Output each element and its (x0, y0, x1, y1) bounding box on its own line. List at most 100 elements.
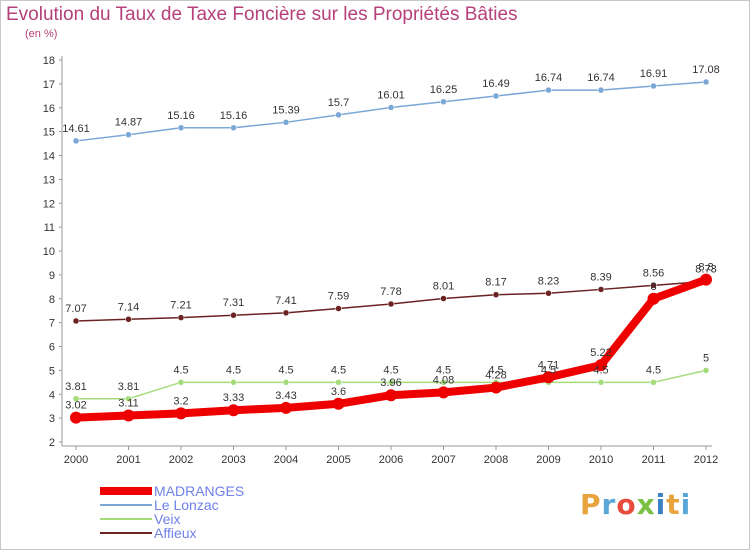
y-tick-label: 15 (43, 127, 55, 139)
data-point (595, 359, 607, 372)
data-label: 15.16 (167, 110, 195, 122)
data-point (650, 82, 657, 90)
data-label: 4.5 (541, 364, 556, 376)
y-tick-label: 5 (49, 365, 55, 377)
proxiti-logo: Proxiti (580, 488, 692, 521)
data-label: 3.11 (118, 397, 139, 409)
legend-swatch (100, 487, 152, 495)
data-point (542, 371, 555, 384)
y-tick-label: 10 (43, 246, 55, 258)
data-label: 3.43 (275, 390, 296, 402)
data-label: 4.5 (278, 364, 293, 376)
data-point (647, 292, 660, 305)
data-label: 14.61 (62, 123, 90, 135)
data-point (175, 407, 187, 420)
data-point (177, 379, 185, 386)
x-tick-label: 2003 (221, 454, 245, 466)
y-tick-label: 16 (43, 103, 55, 115)
x-tick-label: 2001 (116, 454, 140, 466)
data-point (282, 119, 290, 126)
data-label: 4.5 (488, 364, 503, 376)
data-label: 16.25 (430, 84, 458, 96)
data-label: 17.08 (692, 64, 720, 76)
data-label: 7.31 (223, 297, 244, 309)
data-point (177, 124, 185, 132)
y-tick-label: 2 (49, 437, 55, 449)
data-label: 8.56 (643, 267, 664, 279)
data-label: 7.07 (65, 303, 86, 315)
x-tick-label: 2011 (642, 454, 666, 466)
data-point (230, 124, 237, 132)
data-point (335, 111, 342, 119)
data-label: 8 (650, 281, 656, 293)
data-label: 16.74 (535, 72, 563, 84)
data-point (597, 286, 605, 293)
legend-swatch (100, 518, 152, 520)
data-point (597, 379, 605, 386)
data-label: 3.6 (331, 386, 346, 398)
data-label: 8.23 (538, 275, 559, 287)
x-tick-label: 2010 (589, 454, 613, 466)
data-label: 3.96 (380, 377, 401, 389)
x-tick-label: 2009 (536, 454, 560, 466)
data-point (72, 395, 80, 403)
data-point (230, 379, 237, 386)
data-point (492, 92, 500, 100)
y-tick-label: 9 (49, 270, 55, 282)
data-point (72, 317, 80, 325)
chart-unit-label: (en %) (25, 28, 58, 40)
data-label: 8.73 (695, 263, 716, 275)
data-label: 8.8 (698, 262, 713, 274)
data-label: 15.39 (272, 104, 300, 116)
data-point (387, 379, 395, 386)
data-point (650, 379, 657, 386)
y-tick-label: 4 (49, 389, 55, 401)
data-point (282, 379, 290, 386)
data-point (597, 86, 605, 94)
y-tick-label: 14 (43, 151, 55, 163)
x-tick-label: 2000 (64, 454, 88, 466)
data-label: 3.33 (223, 392, 244, 404)
data-label: 3.2 (173, 395, 188, 407)
line-chart: 2 3 4 5 6 7 8 9 10 11 12 13 14 15 16 17 18 2000 2001 2002 20… (43, 55, 720, 466)
legend-swatch (100, 532, 152, 534)
y-tick-label: 8 (49, 294, 55, 306)
data-point (545, 86, 552, 94)
data-label: 4.5 (331, 364, 346, 376)
y-tick-label: 7 (49, 318, 55, 330)
y-tick-label: 18 (43, 55, 55, 67)
x-tick-label: 2002 (169, 454, 193, 466)
data-label: 5.22 (590, 347, 611, 359)
data-point (280, 401, 292, 414)
data-label: 7.59 (328, 291, 349, 303)
data-point (332, 397, 345, 410)
data-point (702, 367, 710, 374)
x-tick-label: 2005 (326, 454, 350, 466)
data-point (387, 104, 395, 111)
data-point (125, 316, 132, 323)
data-label: 7.78 (380, 286, 401, 298)
data-label: 8.17 (485, 277, 506, 289)
data-label: 5 (703, 352, 709, 364)
data-label: 16.49 (482, 78, 510, 90)
data-label: 4.5 (436, 364, 451, 376)
data-label: 14.87 (115, 117, 143, 129)
data-point (440, 379, 447, 386)
x-tick-label: 2004 (274, 454, 298, 466)
data-point (702, 78, 710, 86)
data-point (545, 290, 552, 297)
data-label: 8.01 (433, 281, 454, 293)
data-label: 16.91 (640, 68, 668, 80)
legend-label: Le Lonzac (154, 497, 219, 513)
data-point (437, 386, 450, 399)
data-point (700, 273, 712, 286)
data-label: 15.7 (328, 97, 349, 109)
data-point (177, 314, 185, 321)
data-point (440, 295, 447, 302)
y-tick-label: 13 (43, 174, 55, 186)
data-point (650, 282, 657, 289)
x-tick-label: 2012 (694, 454, 718, 466)
y-tick-label: 17 (43, 79, 55, 91)
y-tick-label: 6 (49, 342, 55, 354)
data-label: 8.39 (590, 271, 611, 283)
